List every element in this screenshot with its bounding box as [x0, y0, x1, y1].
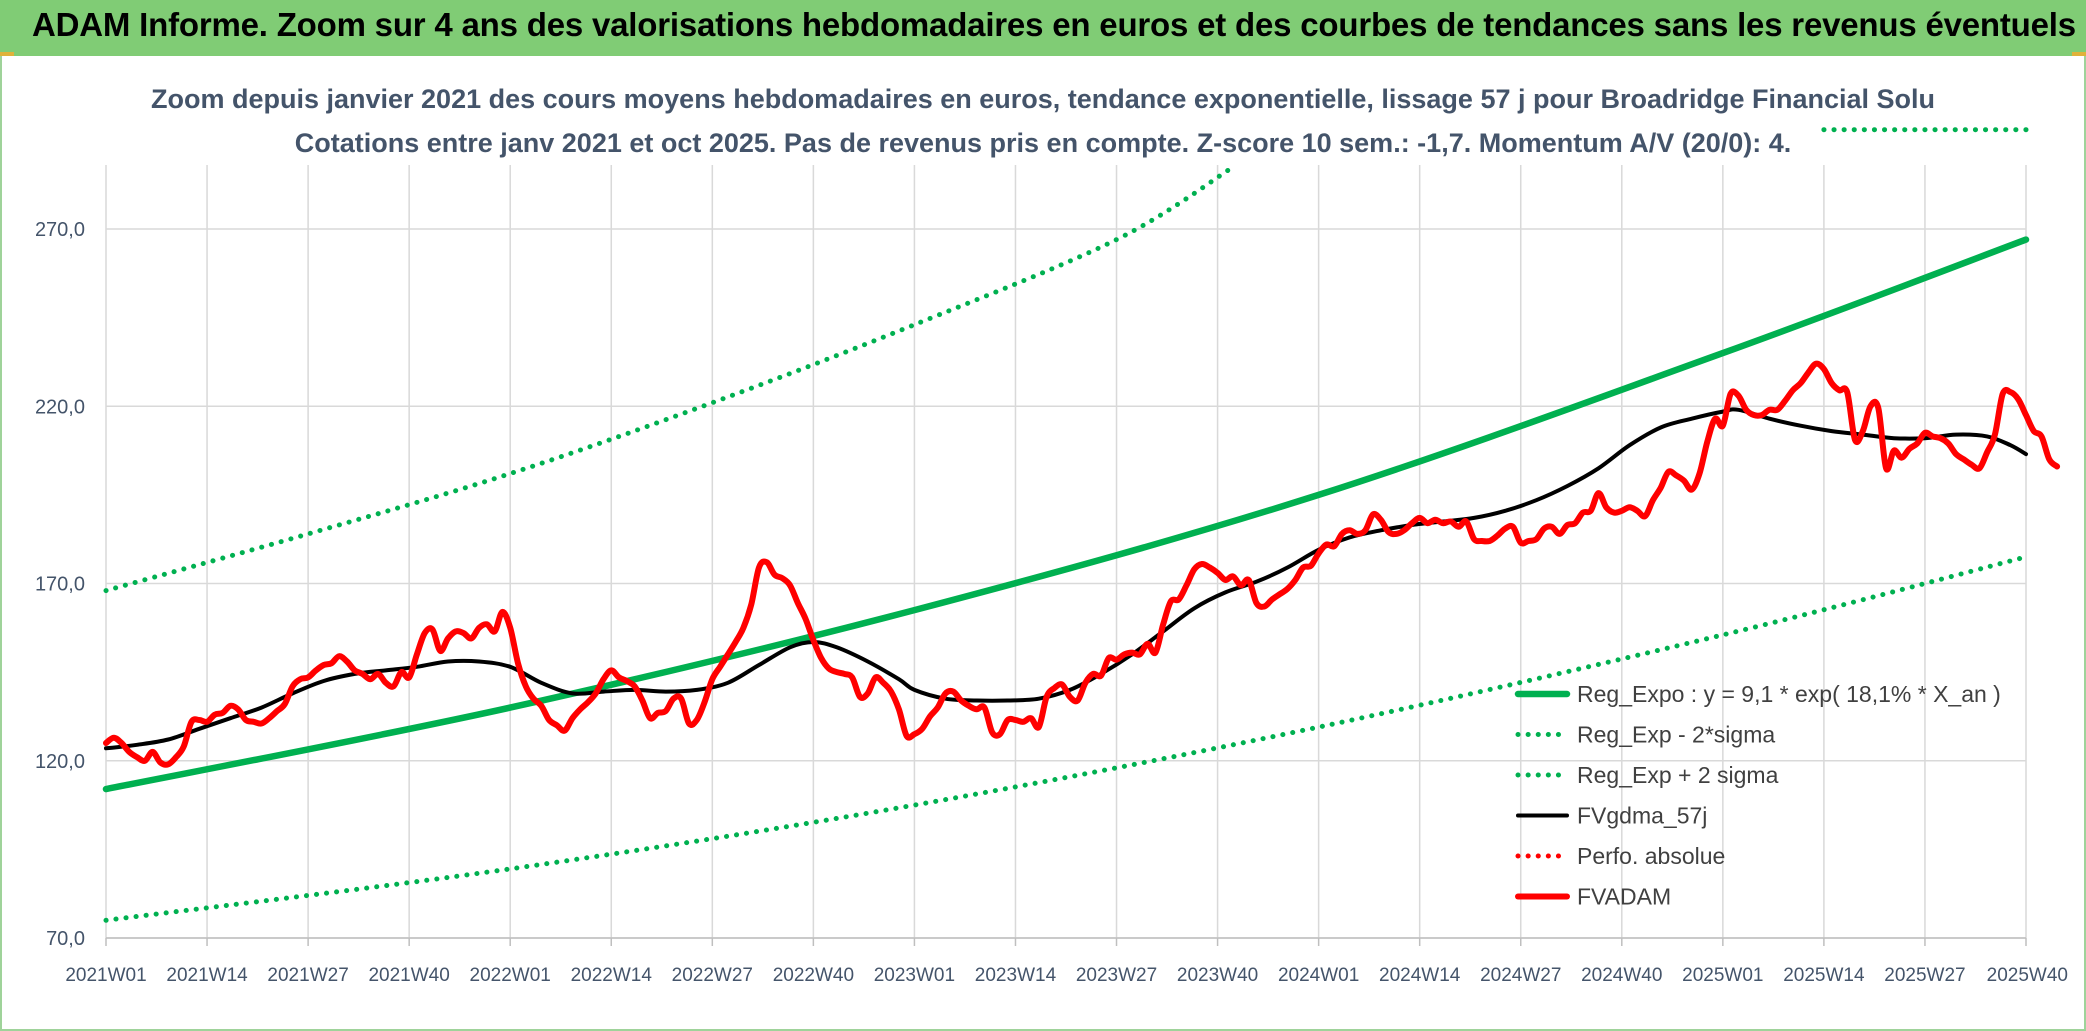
x-tick-label: 2024W40	[1581, 965, 1662, 986]
x-tick-label: 2023W27	[1076, 965, 1157, 986]
x-tick-label: 2023W40	[1177, 965, 1258, 986]
legend-label: Reg_Expo : y = 9,1 * exp( 18,1% * X_an )	[1577, 681, 2001, 707]
chart-title: Zoom depuis janvier 2021 des cours moyen…	[151, 84, 1935, 114]
report-title: ADAM Informe. Zoom sur 4 ans des valoris…	[32, 6, 2076, 43]
reg-exp-plus-2sigma-line	[103, 164, 1236, 594]
x-tick-label: 2025W01	[1682, 965, 1763, 986]
x-tick-label: 2024W14	[1379, 965, 1461, 986]
report-header-bar: ADAM Informe. Zoom sur 4 ans des valoris…	[0, 0, 2086, 56]
x-tick-label: 2021W27	[267, 965, 348, 986]
y-tick-label: 220,0	[35, 396, 85, 418]
header-accent-left	[0, 52, 14, 56]
legend-label: FVgdma_57j	[1577, 803, 1707, 829]
x-tick-label: 2023W14	[975, 965, 1057, 986]
x-tick-label: 2024W27	[1480, 965, 1561, 986]
x-tick-label: 2022W27	[672, 965, 753, 986]
x-tick-label: 2021W40	[368, 965, 449, 986]
chart-legend: Reg_Expo : y = 9,1 * exp( 18,1% * X_an )…	[1514, 681, 2001, 910]
x-tick-label: 2025W40	[1987, 965, 2068, 986]
legend-label: Reg_Exp + 2 sigma	[1577, 762, 1779, 788]
x-tick-label: 2024W01	[1278, 965, 1359, 986]
fvadam-line	[103, 360, 2061, 768]
x-tick-label: 2023W01	[874, 965, 955, 986]
x-tick-label: 2021W14	[166, 965, 248, 986]
x-tick-label: 2025W14	[1783, 965, 1865, 986]
chart-axes: 70,0 120,0 170,0 220,0 270,0 2021W01 2021W14 20…	[35, 219, 2068, 986]
x-tick-label: 2022W40	[773, 965, 854, 986]
legend-label: FVADAM	[1577, 884, 1671, 910]
legend-label: Reg_Exp - 2*sigma	[1577, 722, 1775, 748]
x-tick-label: 2021W01	[65, 965, 146, 986]
x-tick-label: 2025W27	[1884, 965, 1965, 986]
chart-series	[102, 127, 2061, 923]
x-tick-label: 2022W14	[571, 965, 653, 986]
y-tick-label: 120,0	[35, 751, 85, 773]
x-tick-label: 2022W01	[470, 965, 551, 986]
chart-subtitle: Cotations entre janv 2021 et oct 2025. P…	[295, 128, 1792, 158]
reg-expo-line	[102, 236, 2030, 793]
y-tick-label: 270,0	[35, 219, 85, 241]
legend-label: Perfo. absolue	[1577, 843, 1725, 869]
chart-grid	[105, 165, 2027, 939]
y-tick-label: 70,0	[46, 928, 85, 950]
y-tick-label: 170,0	[35, 574, 85, 596]
header-accent-right	[2072, 52, 2086, 56]
